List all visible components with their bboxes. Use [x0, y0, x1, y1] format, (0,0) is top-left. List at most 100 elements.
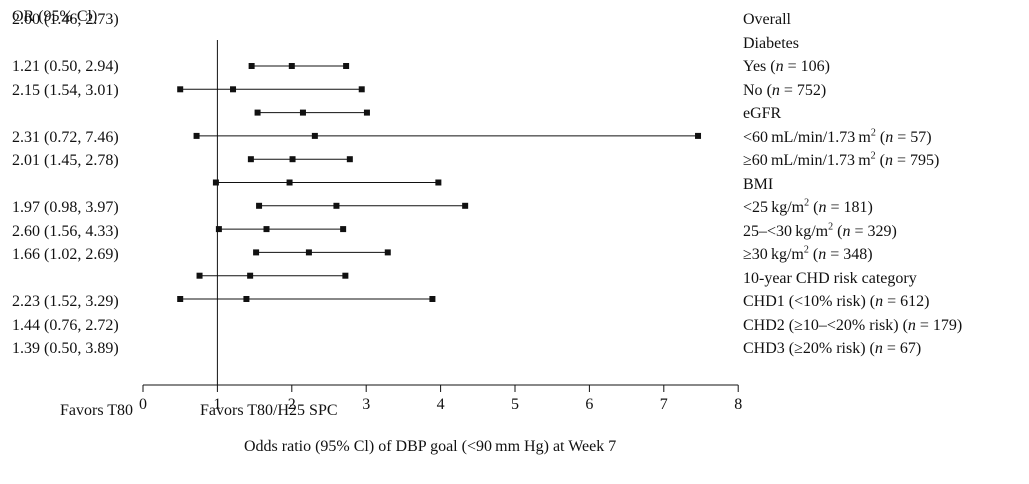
ci-lower-marker — [256, 202, 263, 209]
or-value-text: 1.66 (1.02, 2.69) — [12, 246, 119, 263]
row-label-text: eGFR — [743, 105, 782, 122]
row-label-superscript: 2 — [870, 127, 876, 139]
row-label: <25 kg/m2 (n = 181) — [743, 197, 873, 217]
row-label: 25–<30 kg/m2 (n = 329) — [743, 221, 897, 241]
ci-lower-marker — [177, 296, 184, 302]
row-label: <60 mL/min/1.73 m2 (n = 57) — [743, 127, 932, 147]
row-label-n: (n = 181) — [809, 199, 873, 216]
row-label-n: (n = 67) — [865, 340, 922, 357]
row-label-text: CHD1 (<10% risk) — [743, 293, 866, 310]
point-estimate-marker — [247, 272, 254, 279]
row-label-text: BMI — [743, 175, 774, 193]
ci-upper-marker — [358, 86, 365, 93]
row-label: Diabetes — [743, 35, 799, 53]
ci-upper-marker — [342, 272, 349, 279]
ci-upper-marker — [462, 202, 469, 209]
point-estimate-marker — [286, 179, 293, 186]
x-tick-label-0: 0 — [139, 396, 147, 413]
ci-lower-marker — [212, 179, 219, 186]
point-estimate-marker — [263, 226, 270, 233]
or-value-text: 1.44 (0.76, 2.72) — [12, 316, 119, 334]
ci-upper-marker — [346, 156, 353, 163]
ci-upper-marker — [695, 132, 702, 139]
or-column-header: OR (95% Cl) — [12, 8, 98, 25]
ci-lower-marker — [215, 226, 222, 233]
row-label-text: ≥60 mL/min/1.73 m — [743, 152, 871, 169]
row-label: ≥30 kg/m2 (n = 348) — [743, 244, 873, 264]
row-label-n: (n = 795) — [875, 152, 940, 169]
ci-lower-marker — [193, 132, 200, 139]
or-value-text: 2.00 (1.46, 2.73) — [12, 11, 119, 28]
row-label: BMI — [743, 176, 773, 194]
point-estimate-marker — [243, 296, 250, 302]
x-tick-label-5: 5 — [511, 396, 519, 413]
or-value-text: 1.21 (0.50, 2.94) — [12, 58, 119, 75]
row-label: CHD3 (≥20% risk) (n = 67) — [743, 340, 921, 358]
x-tick-label-4: 4 — [437, 396, 445, 413]
row-label-text: ≥30 kg/m — [743, 246, 804, 263]
ci-lower-marker — [247, 156, 254, 163]
row-label-text: Diabetes — [743, 34, 799, 52]
ci-upper-marker — [384, 249, 391, 256]
ci-upper-marker — [435, 179, 442, 186]
or-value-text: 2.01 (1.45, 2.78) — [12, 152, 119, 169]
ci-upper-marker — [340, 226, 347, 233]
row-label-n: (n = 329) — [833, 222, 897, 240]
ci-upper-marker — [429, 296, 436, 302]
row-label-superscript: 2 — [803, 244, 809, 256]
row-label: Overall — [743, 11, 791, 29]
row-label-text: <25 kg/m — [743, 199, 805, 216]
row-label-superscript: 2 — [828, 221, 834, 233]
x-tick-label-2: 2 — [288, 396, 296, 413]
or-value-text: 1.97 (0.98, 3.97) — [12, 199, 119, 216]
ci-lower-marker — [248, 63, 255, 69]
ci-lower-marker — [253, 249, 260, 256]
row-label-n: (n = 348) — [808, 246, 873, 263]
row-label-text: <60 mL/min/1.73 m — [743, 128, 871, 146]
ci-lower-marker — [196, 272, 203, 279]
x-tick-label-6: 6 — [585, 396, 593, 413]
row-label-n: (n = 106) — [766, 58, 830, 75]
row-label: ≥60 mL/min/1.73 m2 (n = 795) — [743, 150, 940, 170]
row-label-text: 25–<30 kg/m — [743, 222, 829, 240]
row-label-n: (n = 612) — [865, 293, 930, 310]
row-label-text: No — [743, 81, 763, 99]
or-value-text: 1.39 (0.50, 3.89) — [12, 340, 119, 357]
ci-lower-marker — [177, 86, 184, 93]
point-estimate-marker — [289, 156, 296, 163]
x-tick-label-1: 1 — [213, 396, 221, 413]
row-label: Yes (n = 106) — [743, 58, 830, 76]
x-tick-label-3: 3 — [362, 396, 370, 413]
row-label-text: CHD2 (≥10–<20% risk) — [743, 316, 899, 334]
x-tick-label-7: 7 — [660, 396, 668, 413]
point-estimate-marker — [333, 202, 340, 209]
point-estimate-marker — [305, 249, 312, 256]
or-value-text: 2.60 (1.56, 4.33) — [12, 222, 119, 240]
ci-upper-marker — [343, 63, 350, 69]
row-label-superscript: 2 — [870, 150, 876, 162]
row-label-n: (n = 57) — [875, 128, 932, 146]
row-label-n: (n = 179) — [898, 316, 963, 334]
point-estimate-marker — [288, 63, 295, 69]
row-label: CHD1 (<10% risk) (n = 612) — [743, 293, 929, 311]
favors-right-label: Favors T80/H25 SPC — [200, 402, 338, 419]
x-tick-label-8: 8 — [734, 396, 742, 413]
or-value-text: 2.23 (1.52, 3.29) — [12, 293, 119, 310]
row-label: No (n = 752) — [743, 82, 826, 100]
row-label-superscript: 2 — [804, 197, 810, 209]
or-value-text: 2.15 (1.54, 3.01) — [12, 81, 119, 99]
point-estimate-marker — [230, 86, 237, 93]
row-label-text: Yes — [743, 58, 767, 75]
row-label: eGFR — [743, 105, 781, 123]
x-axis-title: Odds ratio (95% Cl) of DBP goal (<90 mm … — [244, 438, 617, 455]
favors-left-label: Favors T80 — [60, 402, 134, 419]
point-estimate-marker — [311, 132, 318, 139]
row-label-n: (n = 752) — [762, 81, 827, 99]
row-label: 10-year CHD risk category — [743, 270, 917, 288]
row-label-text: CHD3 (≥20% risk) — [743, 340, 866, 357]
ci-lower-marker — [254, 109, 261, 116]
point-estimate-marker — [299, 109, 306, 116]
row-label: CHD2 (≥10–<20% risk) (n = 179) — [743, 317, 962, 335]
